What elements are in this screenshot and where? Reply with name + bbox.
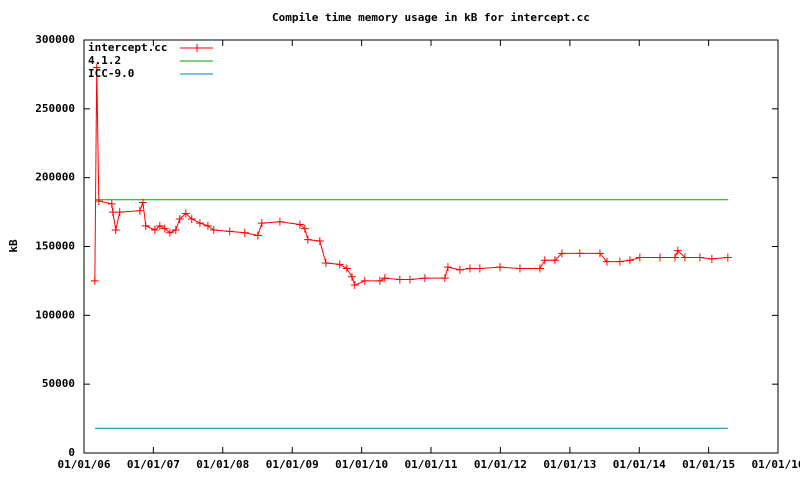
point-marker (107, 199, 116, 208)
point-marker (203, 221, 212, 230)
point-marker (300, 224, 309, 233)
point-marker (187, 214, 196, 223)
point-marker (155, 221, 164, 230)
point-marker (92, 63, 101, 72)
x-tick-label: 01/01/08 (196, 458, 249, 471)
legend-label: 4.1.2 (88, 54, 121, 67)
point-marker (515, 264, 524, 273)
point-marker (303, 235, 312, 244)
point-marker (455, 265, 464, 274)
point-marker (275, 217, 284, 226)
point-marker (257, 219, 266, 228)
point-marker (395, 275, 404, 284)
legend-label: intercept.cc (88, 41, 167, 54)
x-tick-label: 01/01/12 (474, 458, 527, 471)
point-marker (595, 249, 604, 258)
point-marker (321, 259, 330, 268)
point-marker (150, 225, 159, 234)
x-tick-label: 01/01/13 (543, 458, 596, 471)
point-marker (495, 263, 504, 272)
point-marker (295, 220, 304, 229)
point-marker (181, 209, 190, 218)
point-marker (253, 231, 262, 240)
legend-label: ICC-9.0 (88, 67, 134, 80)
point-marker (535, 264, 544, 273)
point-marker (375, 276, 384, 285)
x-tick-label: 01/01/16 (752, 458, 800, 471)
point-marker (225, 227, 234, 236)
point-marker (625, 256, 634, 265)
point-marker (108, 208, 117, 217)
x-tick-label: 01/01/14 (613, 458, 666, 471)
x-tick-label: 01/01/15 (682, 458, 735, 471)
point-marker (695, 253, 704, 262)
x-tick-label: 01/01/11 (405, 458, 458, 471)
point-marker (209, 225, 218, 234)
point-marker (540, 256, 549, 265)
point-marker (111, 225, 120, 234)
y-tick-label: 300000 (35, 33, 75, 46)
point-marker (347, 272, 356, 281)
point-marker (615, 257, 624, 266)
point-marker (350, 281, 359, 290)
point-marker (171, 225, 180, 234)
y-tick-label: 50000 (42, 377, 75, 390)
point-marker (90, 276, 99, 285)
y-tick-label: 200000 (35, 171, 75, 184)
point-marker (655, 253, 664, 262)
point-marker (94, 197, 103, 206)
legend-marker (193, 44, 201, 52)
point-marker (465, 264, 474, 273)
point-marker (195, 219, 204, 228)
point-marker (671, 253, 680, 262)
point-marker (475, 264, 484, 273)
point-marker (405, 275, 414, 284)
x-tick-label: 01/01/10 (335, 458, 388, 471)
y-tick-label: 100000 (35, 308, 75, 321)
point-marker (443, 263, 452, 272)
point-marker (723, 253, 732, 262)
point-marker (673, 246, 682, 255)
point-marker (680, 253, 689, 262)
point-marker (550, 256, 559, 265)
y-tick-label: 0 (68, 446, 75, 459)
point-marker (342, 264, 351, 273)
point-marker (315, 236, 324, 245)
point-marker (115, 208, 124, 217)
point-marker (160, 224, 169, 233)
point-marker (440, 274, 449, 283)
point-marker (135, 206, 144, 215)
y-tick-label: 250000 (35, 102, 75, 115)
point-marker (240, 228, 249, 237)
x-tick-label: 01/01/06 (58, 458, 111, 471)
point-marker (141, 221, 150, 230)
point-marker (360, 276, 369, 285)
chart-title: Compile time memory usage in kB for inte… (272, 11, 590, 24)
point-marker (602, 257, 611, 266)
point-marker (165, 228, 174, 237)
point-marker (557, 249, 566, 258)
point-marker (175, 214, 184, 223)
y-axis-label: kB (7, 239, 20, 253)
x-tick-label: 01/01/07 (127, 458, 180, 471)
x-tick-label: 01/01/09 (266, 458, 319, 471)
point-marker (575, 249, 584, 258)
point-marker (420, 274, 429, 283)
point-marker (707, 254, 716, 263)
y-tick-label: 150000 (35, 240, 75, 253)
point-marker (635, 253, 644, 262)
point-marker (380, 274, 389, 283)
point-marker (335, 260, 344, 269)
